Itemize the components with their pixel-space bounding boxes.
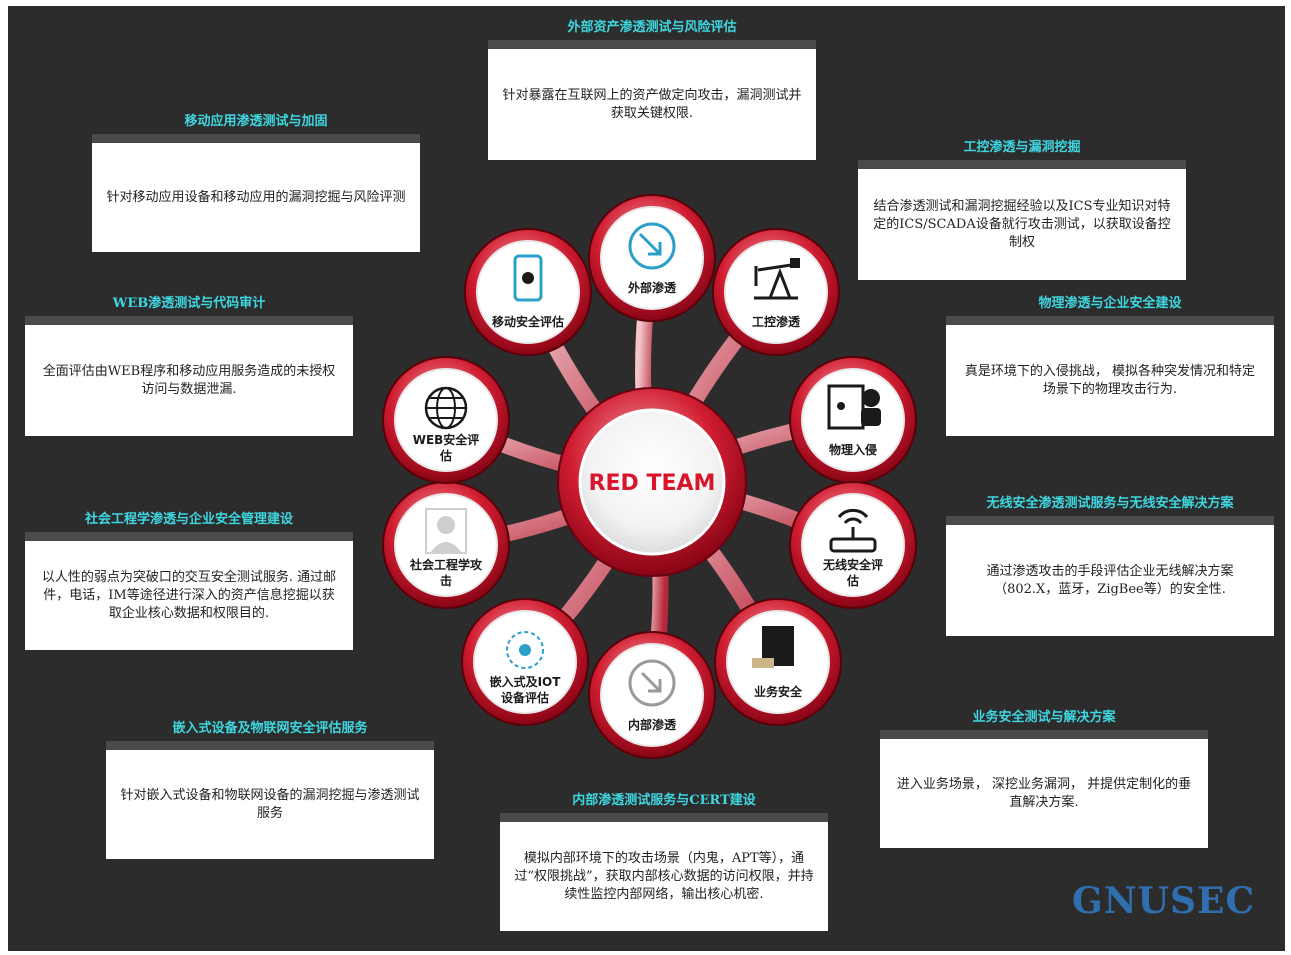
panel-box: 进入业务场景， 深挖业务漏洞， 并提供定制化的垂直解决方案.	[880, 739, 1208, 848]
panel-bar	[92, 134, 420, 143]
panel-text: 全面评估由WEB程序和移动应用服务造成的未授权访问与数据泄漏.	[42, 363, 336, 397]
panel-box: 通过渗透攻击的手段评估企业无线解决方案（802.X，蓝牙，ZigBee等）的安全…	[946, 525, 1274, 636]
panel-internal: 内部渗透测试服务与CERT建设 模拟内部环境下的攻击场景（内鬼，APT等），通过…	[500, 791, 828, 931]
mobile-bug-icon	[513, 254, 543, 302]
panel-bar	[858, 160, 1186, 169]
panel-title: 移动应用渗透测试与加固	[184, 114, 328, 129]
node-label-line2: 估	[846, 573, 859, 588]
panel-external-assets: 外部资产渗透测试与风险评估 针对暴露在互联网上的资产做定向攻击，漏洞测试并获取关…	[488, 18, 816, 160]
panel-bar	[880, 730, 1208, 739]
panel-box: 以人性的弱点为突破口的交互安全测试服务. 通过邮件，电话，IM等途径进行深入的资…	[25, 541, 353, 650]
panel-text: 真是环境下的入侵挑战， 模拟各种突发情况和特定场景下的物理攻击行为.	[964, 363, 1256, 397]
node-label: 社会工程学攻	[409, 557, 483, 572]
panel-physical: 物理渗透与企业安全建设 真是环境下的入侵挑战， 模拟各种突发情况和特定场景下的物…	[946, 294, 1274, 436]
node-label: 嵌入式及IOT	[490, 674, 562, 689]
node-3: 物理入侵	[789, 356, 917, 484]
node-label: 物理入侵	[829, 442, 877, 457]
center-label: RED TEAM	[589, 471, 716, 496]
panel-title: 嵌入式设备及物联网安全评估服务	[172, 721, 368, 736]
node-2: 工控渗透	[712, 228, 840, 356]
panel-text: 进入业务场景， 深挖业务漏洞， 并提供定制化的垂直解决方案.	[896, 776, 1192, 810]
panel-bar	[25, 532, 353, 541]
panel-bar	[25, 316, 353, 325]
panel-title: 外部资产渗透测试与风险评估	[567, 20, 737, 35]
node-label: WEB安全评	[413, 432, 480, 447]
node-face	[473, 610, 577, 714]
node-5: 业务安全	[714, 598, 842, 726]
panel-bar	[488, 40, 816, 49]
wireless-router-icon	[829, 508, 877, 553]
panel-title: 物理渗透与企业安全建设	[1038, 296, 1182, 311]
panel-text: 针对暴露在互联网上的资产做定向攻击，漏洞测试并获取关键权限.	[502, 87, 802, 121]
laptop-money-icon	[752, 626, 794, 668]
node-label-line2: 估	[439, 448, 452, 463]
panel-box: 针对嵌入式设备和物联网设备的漏洞挖掘与渗透测试服务	[106, 750, 434, 859]
node-label: 无线安全评	[822, 557, 883, 572]
node-label-line2: 击	[440, 573, 452, 588]
panel-social: 社会工程学渗透与企业安全管理建设 以人性的弱点为突破口的交互安全测试服务. 通过…	[25, 510, 353, 650]
panel-title: 业务安全测试与解决方案	[972, 710, 1116, 725]
brand-logo: GNUSEC	[1072, 880, 1256, 922]
panel-box: 全面评估由WEB程序和移动应用服务造成的未授权访问与数据泄漏.	[25, 325, 353, 436]
panel-text: 结合渗透测试和漏洞挖掘经验以及ICS专业知识对特定的ICS/SCADA设备就行攻…	[873, 198, 1171, 250]
panel-box: 真是环境下的入侵挑战， 模拟各种突发情况和特定场景下的物理攻击行为.	[946, 325, 1274, 436]
panel-text: 模拟内部环境下的攻击场景（内鬼，APT等），通过“权限挑战”，获取内部核心数据的…	[514, 850, 814, 902]
globe-icon	[424, 386, 468, 430]
node-face	[600, 643, 704, 747]
panel-box: 针对移动应用设备和移动应用的漏洞挖掘与风险评测	[92, 143, 420, 252]
panel-bar	[500, 813, 828, 822]
panel-title: WEB渗透测试与代码审计	[112, 296, 266, 311]
node-1: 外部渗透	[588, 194, 716, 322]
panel-text: 以人性的弱点为突破口的交互安全测试服务. 通过邮件，电话，IM等途径进行深入的资…	[41, 569, 337, 621]
panel-title: 无线安全渗透测试服务与无线安全解决方案	[986, 496, 1234, 511]
panel-web: WEB渗透测试与代码审计 全面评估由WEB程序和移动应用服务造成的未授权访问与数…	[25, 294, 353, 436]
panel-text: 针对移动应用设备和移动应用的漏洞挖掘与风险评测	[106, 189, 406, 205]
panel-box: 模拟内部环境下的攻击场景（内鬼，APT等），通过“权限挑战”，获取内部核心数据的…	[500, 822, 828, 931]
node-label-line2: 设备评估	[501, 690, 549, 705]
panel-bar	[946, 316, 1274, 325]
node-face	[724, 240, 828, 344]
node-face	[476, 240, 580, 344]
panel-mobile-app: 移动应用渗透测试与加固 针对移动应用设备和移动应用的漏洞挖掘与风险评测	[92, 112, 420, 252]
panel-text: 通过渗透攻击的手段评估企业无线解决方案（802.X，蓝牙，ZigBee等）的安全…	[986, 563, 1234, 597]
panel-title: 内部渗透测试服务与CERT建设	[572, 793, 756, 808]
center-hub-face	[578, 408, 726, 556]
node-6: 内部渗透	[588, 631, 716, 759]
node-label: 工控渗透	[752, 314, 801, 329]
panel-box: 针对暴露在互联网上的资产做定向攻击，漏洞测试并获取关键权限.	[488, 49, 816, 160]
node-face	[801, 493, 905, 597]
node-label: 业务安全	[754, 684, 803, 699]
person-silhouette-icon	[425, 508, 467, 554]
pumpjack-icon	[754, 258, 800, 300]
node-face	[394, 368, 498, 472]
center-hub: RED TEAM	[557, 387, 747, 577]
node-label: 移动安全评估	[492, 314, 564, 329]
panel-text: 针对嵌入式设备和物联网设备的漏洞挖掘与渗透测试服务	[120, 787, 420, 821]
panel-business: 业务安全测试与解决方案 进入业务场景， 深挖业务漏洞， 并提供定制化的垂直解决方…	[880, 708, 1208, 848]
node-label: 外部渗透	[628, 280, 677, 295]
safe-intruder-icon	[827, 384, 881, 430]
internal-penetration-icon	[628, 659, 676, 707]
node-10: 移动安全评估	[464, 228, 592, 356]
panel-embedded: 嵌入式设备及物联网安全评估服务 针对嵌入式设备和物联网设备的漏洞挖掘与渗透测试服…	[106, 719, 434, 859]
node-face	[600, 206, 704, 310]
panel-bar	[106, 741, 434, 750]
panel-ics: 工控渗透与漏洞挖掘 结合渗透测试和漏洞挖掘经验以及ICS专业知识对特定的ICS/…	[858, 138, 1186, 280]
external-penetration-icon	[628, 222, 676, 270]
panel-bar	[946, 516, 1274, 525]
node-label: 内部渗透	[628, 717, 677, 732]
panel-wireless: 无线安全渗透测试服务与无线安全解决方案 通过渗透攻击的手段评估企业无线解决方案（…	[946, 494, 1274, 636]
panel-title: 工控渗透与漏洞挖掘	[963, 140, 1081, 155]
iot-network-icon	[506, 631, 544, 669]
panel-title: 社会工程学渗透与企业安全管理建设	[84, 512, 293, 527]
panel-box: 结合渗透测试和漏洞挖掘经验以及ICS专业知识对特定的ICS/SCADA设备就行攻…	[858, 169, 1186, 280]
